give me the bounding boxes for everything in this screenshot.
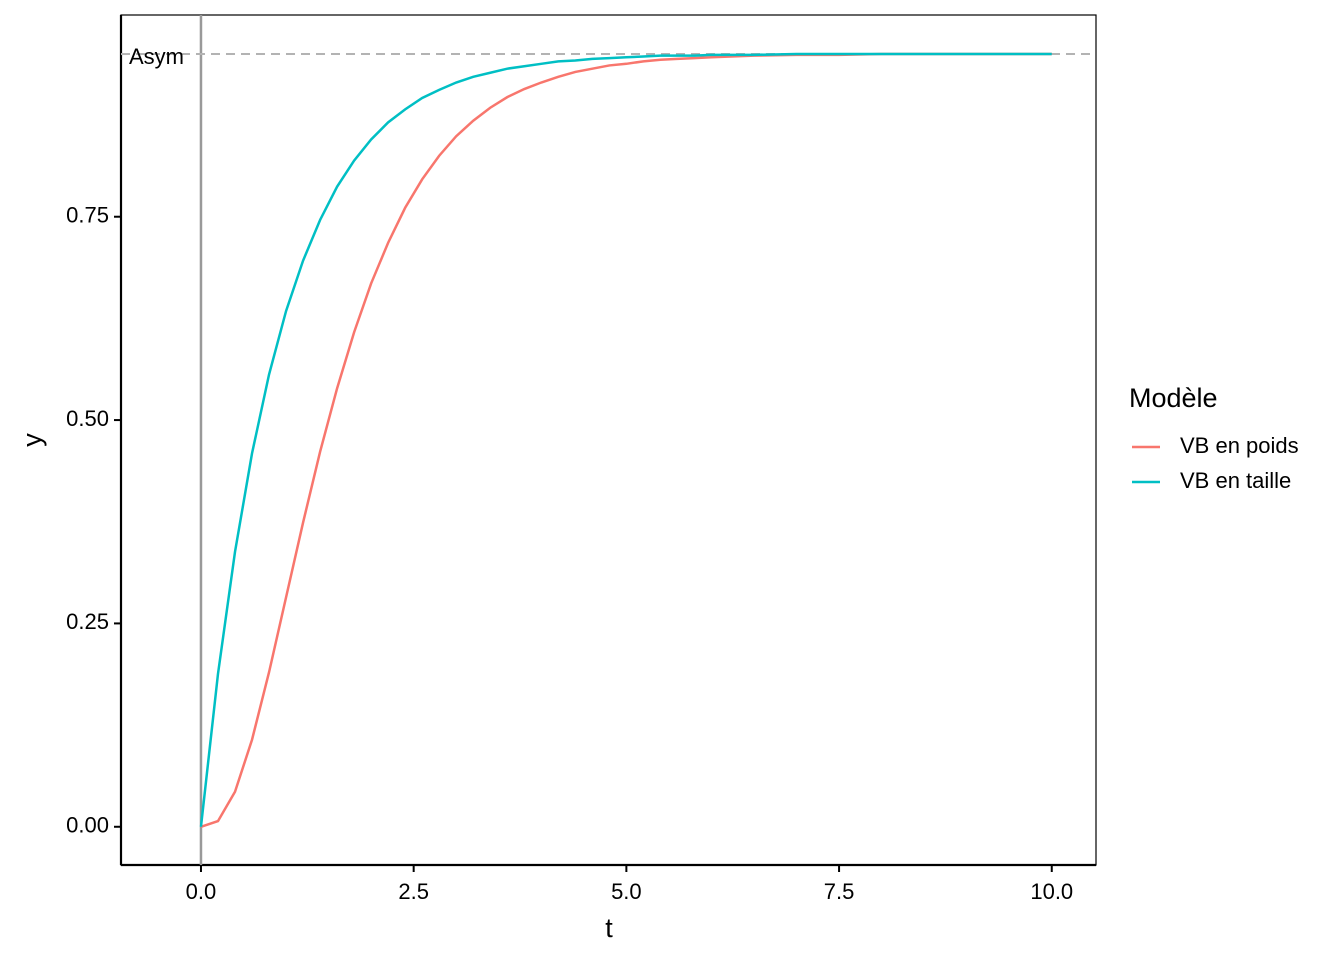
series-line xyxy=(199,52,1052,827)
asymptote-label: Asym xyxy=(129,44,184,69)
panel-border xyxy=(120,14,1097,866)
x-tick-label: 10.0 xyxy=(1030,879,1073,904)
y-tick-label: 0.25 xyxy=(66,609,109,634)
series-line xyxy=(200,52,1052,828)
y-axis-title: y xyxy=(17,433,47,447)
x-tick-label: 2.5 xyxy=(398,879,429,904)
x-tick-label: 7.5 xyxy=(824,879,855,904)
legend-title: Modèle xyxy=(1129,383,1218,413)
y-tick-label: 0.50 xyxy=(66,406,109,431)
y-tick-label: 0.00 xyxy=(66,813,109,838)
x-tick-label: 0.0 xyxy=(186,879,217,904)
legend-label: VB en taille xyxy=(1180,468,1291,493)
x-tick-label: 5.0 xyxy=(611,879,642,904)
x-axis-title: t xyxy=(605,913,613,943)
legend-label: VB en poids xyxy=(1180,433,1299,458)
y-tick-label: 0.75 xyxy=(66,203,109,228)
